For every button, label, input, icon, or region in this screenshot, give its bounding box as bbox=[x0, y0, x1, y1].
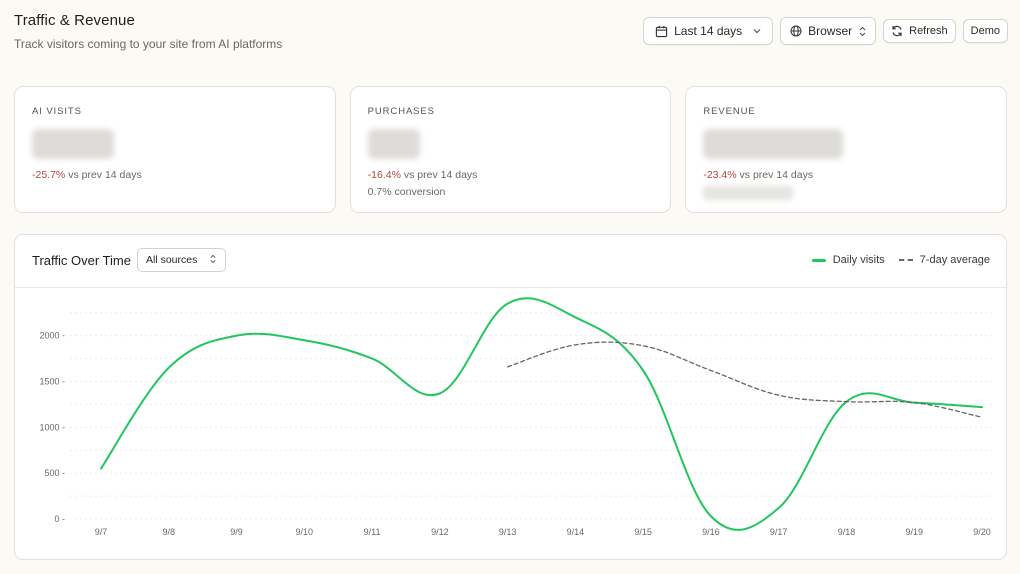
x-tick-label: 9/11 bbox=[364, 527, 381, 537]
x-tick-label: 9/7 bbox=[95, 527, 108, 537]
browser-label: Browser bbox=[808, 24, 853, 38]
purchases-card: PURCHASES -16.4% vs prev 14 days 0.7% co… bbox=[349, 86, 672, 213]
chevron-updown-icon bbox=[858, 26, 867, 37]
page-header: Traffic & Revenue Track visitors coming … bbox=[14, 12, 282, 51]
change-value: -16.4% bbox=[367, 169, 401, 181]
chart-legend: Daily visits 7-day average bbox=[811, 254, 990, 266]
calendar-icon bbox=[655, 25, 668, 38]
x-tick-label: 9/17 bbox=[770, 527, 788, 537]
change-line: -16.4% vs prev 14 days bbox=[368, 169, 654, 181]
y-tick-label: 500 - bbox=[44, 468, 65, 478]
refresh-icon bbox=[891, 25, 903, 37]
x-tick-label: 9/19 bbox=[905, 527, 923, 537]
x-tick-label: 9/8 bbox=[163, 527, 176, 537]
card-label: PURCHASES bbox=[367, 106, 435, 117]
x-tick-label: 9/10 bbox=[296, 527, 314, 537]
source-select[interactable]: All sources bbox=[137, 248, 226, 272]
x-tick-label: 9/12 bbox=[431, 527, 449, 537]
change-line: -25.7% vs prev 14 days bbox=[32, 169, 318, 181]
legend-swatch-daily bbox=[811, 258, 826, 262]
series-line-7-day-average bbox=[506, 341, 983, 418]
card-label: AI VISITS bbox=[32, 106, 82, 117]
legend-swatch-average bbox=[898, 259, 913, 261]
change-suffix: vs prev 14 days bbox=[65, 169, 142, 181]
page-title: Traffic & Revenue bbox=[14, 12, 135, 29]
y-tick-label: 0 - bbox=[54, 514, 65, 524]
chevron-updown-icon bbox=[209, 254, 217, 267]
demo-button[interactable]: Demo bbox=[962, 19, 1008, 43]
source-select-label: All sources bbox=[146, 254, 198, 266]
x-tick-label: 9/15 bbox=[634, 527, 652, 537]
change-line: -23.4% vs prev 14 days bbox=[703, 169, 989, 181]
x-tick-label: 9/20 bbox=[973, 527, 991, 537]
chart-title: Traffic Over Time bbox=[32, 253, 131, 268]
blurred-value bbox=[32, 129, 114, 159]
card-label: REVENUE bbox=[703, 106, 756, 117]
blurred-subvalue bbox=[703, 186, 794, 200]
chart-panel-header: Traffic Over Time All sources Daily visi… bbox=[15, 235, 1006, 288]
conversion-line: 0.7% conversion bbox=[367, 186, 446, 198]
chevron-down-icon bbox=[752, 26, 762, 36]
page-subtitle: Track visitors coming to your site from … bbox=[14, 37, 283, 51]
blurred-value bbox=[703, 129, 844, 159]
revenue-card: REVENUE -23.4% vs prev 14 days bbox=[685, 86, 1008, 213]
x-tick-label: 9/16 bbox=[702, 527, 720, 537]
browser-select[interactable]: Browser bbox=[780, 17, 877, 45]
ai-visits-card: AI VISITS -25.7% vs prev 14 days bbox=[14, 86, 336, 213]
demo-label: Demo bbox=[970, 25, 1000, 37]
legend-daily-label: Daily visits bbox=[832, 254, 885, 266]
change-value: -23.4% bbox=[703, 169, 737, 181]
chart-area: 0 - 500 - 1000 - 1500 - 2000 - 9/7 9/8 9/9 9/10 9… bbox=[15, 289, 1006, 559]
date-range-select[interactable]: Last 14 days bbox=[643, 17, 774, 45]
change-value: -25.7% bbox=[32, 169, 66, 181]
legend-daily[interactable]: Daily visits bbox=[811, 254, 885, 266]
y-tick-label: 2000 - bbox=[39, 331, 65, 341]
globe-icon bbox=[790, 25, 802, 37]
legend-average-label: 7-day average bbox=[919, 254, 990, 266]
y-tick-label: 1500 - bbox=[39, 377, 65, 387]
x-tick-label: 9/14 bbox=[567, 527, 585, 537]
refresh-label: Refresh bbox=[909, 25, 948, 37]
x-tick-label: 9/13 bbox=[499, 527, 517, 537]
x-tick-label: 9/18 bbox=[838, 527, 856, 537]
y-tick-label: 1000 - bbox=[39, 422, 65, 432]
series-line-daily-visits bbox=[100, 297, 983, 531]
date-range-label: Last 14 days bbox=[674, 24, 743, 38]
blurred-value bbox=[367, 129, 420, 159]
x-tick-label: 9/9 bbox=[230, 527, 243, 537]
metric-cards: AI VISITS -25.7% vs prev 14 days PURCHAS… bbox=[14, 86, 1008, 213]
change-suffix: vs prev 14 days bbox=[736, 169, 814, 181]
refresh-button[interactable]: Refresh bbox=[883, 19, 956, 43]
line-chart: 0 - 500 - 1000 - 1500 - 2000 - 9/7 9/8 9/9 9/10 9… bbox=[39, 297, 992, 537]
toolbar: Last 14 days Browser Refresh Demo bbox=[643, 17, 1008, 45]
change-suffix: vs prev 14 days bbox=[400, 169, 478, 181]
traffic-chart-panel: Traffic Over Time All sources Daily visi… bbox=[14, 234, 1007, 560]
legend-average[interactable]: 7-day average bbox=[898, 254, 990, 266]
